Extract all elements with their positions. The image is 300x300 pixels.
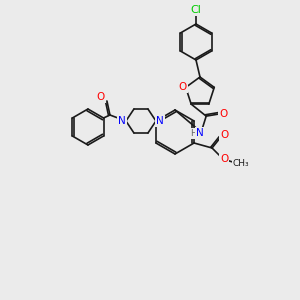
Text: N: N: [118, 116, 126, 126]
Text: CH₃: CH₃: [233, 158, 249, 167]
Text: O: O: [97, 92, 105, 102]
Text: H: H: [190, 129, 196, 138]
Text: O: O: [220, 130, 228, 140]
Text: N: N: [196, 128, 204, 138]
Text: O: O: [219, 109, 227, 119]
Text: N: N: [156, 116, 164, 126]
Text: Cl: Cl: [190, 5, 201, 15]
Text: O: O: [178, 82, 187, 92]
Text: O: O: [220, 154, 228, 164]
